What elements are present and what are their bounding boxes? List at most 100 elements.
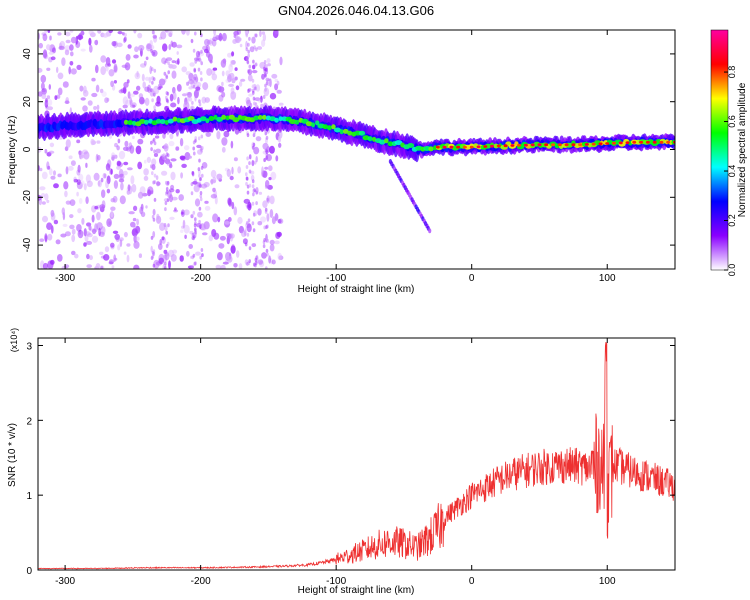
spectrogram-noise-cell bbox=[254, 257, 258, 262]
spectrogram-noise-cell bbox=[165, 190, 169, 195]
spectrogram-cell bbox=[311, 122, 316, 128]
spectrogram-noise-cell bbox=[49, 44, 56, 53]
spectrogram-noise-cell bbox=[252, 228, 256, 233]
spectrogram-noise-cell bbox=[248, 169, 252, 174]
spectrogram-noise-cell bbox=[165, 59, 168, 64]
spectrogram-noise-cell bbox=[266, 79, 272, 87]
spectrogram-noise-cell bbox=[278, 142, 282, 148]
spectrogram-cell bbox=[394, 140, 403, 146]
spectrogram-noise-cell bbox=[251, 184, 255, 189]
spectrogram-noise-cell bbox=[139, 206, 144, 215]
spectrogram-noise-cell bbox=[65, 139, 71, 148]
spectrogram-noise-cell bbox=[181, 93, 188, 97]
spectrogram-noise-cell bbox=[41, 171, 48, 180]
spectrogram-noise-cell bbox=[265, 77, 270, 82]
spectrogram-noise-cell bbox=[70, 51, 74, 57]
spectrogram-noise-cell bbox=[199, 177, 202, 181]
spectrogram-noise-cell bbox=[248, 246, 252, 251]
spectrogram-noise-cell bbox=[247, 261, 251, 266]
spectrogram-noise-cell bbox=[69, 214, 74, 219]
spectrogram-noise-cell bbox=[125, 99, 132, 106]
spectrogram-noise-cell bbox=[165, 244, 169, 248]
spectrogram-noise-cell bbox=[266, 238, 270, 243]
snr-background bbox=[38, 338, 675, 570]
spectrogram-cell bbox=[612, 141, 616, 145]
spectrogram-noise-cell bbox=[191, 236, 194, 240]
spectrogram-noise-cell bbox=[254, 33, 258, 38]
spectrogram-noise-cell bbox=[152, 77, 156, 82]
spectrogram-noise-cell bbox=[163, 71, 167, 76]
spectrogram-noise-cell bbox=[70, 160, 76, 167]
spectrogram-noise-cell bbox=[248, 259, 251, 264]
spectrogram-noise-cell bbox=[69, 61, 74, 66]
spectrogram-noise-cell bbox=[143, 175, 149, 181]
spectrogram-noise-cell bbox=[192, 253, 196, 258]
spectrogram-noise-cell bbox=[193, 234, 196, 239]
spectrogram-noise-cell bbox=[195, 251, 201, 256]
spectrogram-noise-cell bbox=[69, 224, 75, 230]
spectrogram-noise-cell bbox=[199, 197, 203, 202]
spectrogram-noise-cell bbox=[251, 221, 255, 226]
spectrogram-noise-cell bbox=[265, 180, 270, 188]
spectrogram-noise-cell bbox=[150, 164, 153, 169]
spectrogram-noise-cell bbox=[234, 184, 240, 189]
spectrogram-noise-cell bbox=[69, 44, 74, 51]
spectrogram-noise-cell bbox=[155, 148, 161, 154]
spectrogram-cell bbox=[322, 124, 328, 130]
spectrogram-noise-cell bbox=[165, 98, 169, 103]
spectrogram-cell bbox=[584, 143, 589, 146]
spectrogram-noise-cell bbox=[252, 59, 255, 64]
spectrogram-noise-cell bbox=[163, 143, 169, 152]
spectrogram-cell bbox=[551, 143, 555, 147]
spectrogram-noise-cell bbox=[49, 35, 52, 41]
spectrogram-noise-cell bbox=[131, 183, 137, 193]
spectrogram-noise-cell bbox=[265, 148, 268, 153]
spectrogram-noise-cell bbox=[200, 134, 204, 139]
spectrogram-noise-cell bbox=[200, 148, 203, 153]
spectrogram-cell bbox=[537, 143, 542, 147]
spectrogram-noise-cell bbox=[231, 51, 235, 57]
spectrogram-noise-cell bbox=[251, 84, 256, 89]
spectrogram-noise-cell bbox=[192, 84, 196, 89]
spectrogram-noise-cell bbox=[85, 240, 93, 245]
spectrogram-noise-cell bbox=[277, 252, 282, 261]
spectrogram-noise-cell bbox=[138, 96, 145, 105]
spectrogram-noise-cell bbox=[260, 216, 267, 223]
spectrogram-noise-cell bbox=[257, 99, 263, 103]
spectrogram-noise-cell bbox=[90, 138, 95, 146]
spectrogram-noise-cell bbox=[104, 246, 110, 253]
spectrogram-noise-cell bbox=[152, 137, 156, 142]
spectrogram-noise-cell bbox=[199, 146, 203, 151]
spectrogram-noise-cell bbox=[264, 83, 267, 88]
spectrogram-noise-cell bbox=[252, 192, 255, 197]
spectrogram-noise-cell bbox=[63, 181, 69, 190]
spectrogram-noise-cell bbox=[118, 168, 124, 178]
spectrogram-noise-cell bbox=[220, 59, 227, 68]
spectrogram-noise-cell bbox=[188, 97, 193, 102]
spectrogram-noise-cell bbox=[85, 231, 91, 236]
spectrogram-noise-cell bbox=[137, 191, 144, 199]
spectrogram-noise-cell bbox=[39, 167, 43, 172]
spectrogram-cell bbox=[557, 143, 562, 147]
spectrogram-noise-cell bbox=[95, 39, 98, 46]
spectrogram-noise-cell bbox=[80, 30, 85, 36]
spectrogram-noise-cell bbox=[239, 43, 243, 48]
spectrogram-noise-cell bbox=[216, 173, 223, 180]
spectrogram-noise-cell bbox=[165, 230, 168, 235]
spectrogram-noise-cell bbox=[221, 81, 224, 87]
spectrogram-noise-cell bbox=[194, 227, 197, 232]
spectrogram-cell bbox=[666, 140, 671, 144]
spectrogram-noise-cell bbox=[266, 252, 269, 257]
spectrogram-noise-cell bbox=[104, 173, 107, 179]
spectrogram-noise-cell bbox=[86, 264, 92, 268]
spectrogram-noise-cell bbox=[79, 85, 84, 92]
spectrogram-noise-cell bbox=[97, 30, 102, 34]
spectrogram-noise-cell bbox=[46, 67, 51, 72]
spectrogram-noise-cell bbox=[263, 225, 267, 230]
spectrogram-cell bbox=[172, 116, 178, 122]
spectrogram-noise-cell bbox=[233, 206, 238, 216]
spectrogram-noise-cell bbox=[56, 94, 61, 99]
spectrogram-noise-cell bbox=[117, 30, 123, 35]
spectrogram-noise-cell bbox=[248, 36, 251, 41]
spectrogram-noise-cell bbox=[42, 51, 48, 59]
